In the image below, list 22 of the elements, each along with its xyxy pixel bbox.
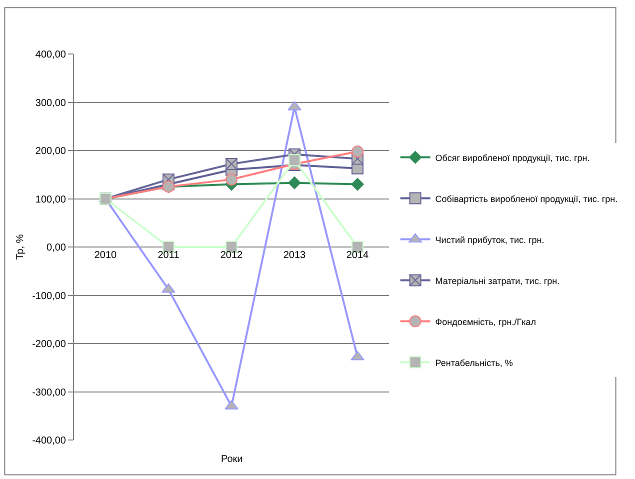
x-tick-label: 2011 <box>158 250 180 261</box>
y-tick-label: 300,00 <box>35 98 66 109</box>
y-axis-title: Тр, % <box>15 234 26 260</box>
legend-label: Собівартість виробленої продукції, тис. грн. <box>435 194 618 204</box>
y-tick-label: -300,00 <box>32 387 66 398</box>
y-tick-label: 400,00 <box>35 50 66 60</box>
y-tick-label: 0,00 <box>46 242 66 254</box>
y-tick-label: 200,00 <box>35 146 66 157</box>
x-tick-label: 2012 <box>220 250 244 261</box>
legend-label: Чистий прибуток, тис. грн. <box>435 234 544 245</box>
y-tick-label: -100,00 <box>32 290 66 302</box>
legend-label: Рентабельність, % <box>435 358 513 368</box>
y-tick-label: 100,00 <box>35 194 66 206</box>
x-tick-label: 2010 <box>94 250 118 261</box>
x-tick-label: 2014 <box>346 250 370 261</box>
legend-label: Фондоємність, грн./Гкал <box>435 316 536 327</box>
x-axis-title: Роки <box>221 454 243 465</box>
x-tick-label: 2013 <box>283 250 306 261</box>
legend-label: Обсяг виробленої продукції, тис. грн. <box>435 152 590 163</box>
legend-label: Матеріальні затрати, тис. грн. <box>435 276 560 286</box>
y-tick-label: -200,00 <box>32 339 66 350</box>
y-tick-label: -400,00 <box>32 436 66 446</box>
